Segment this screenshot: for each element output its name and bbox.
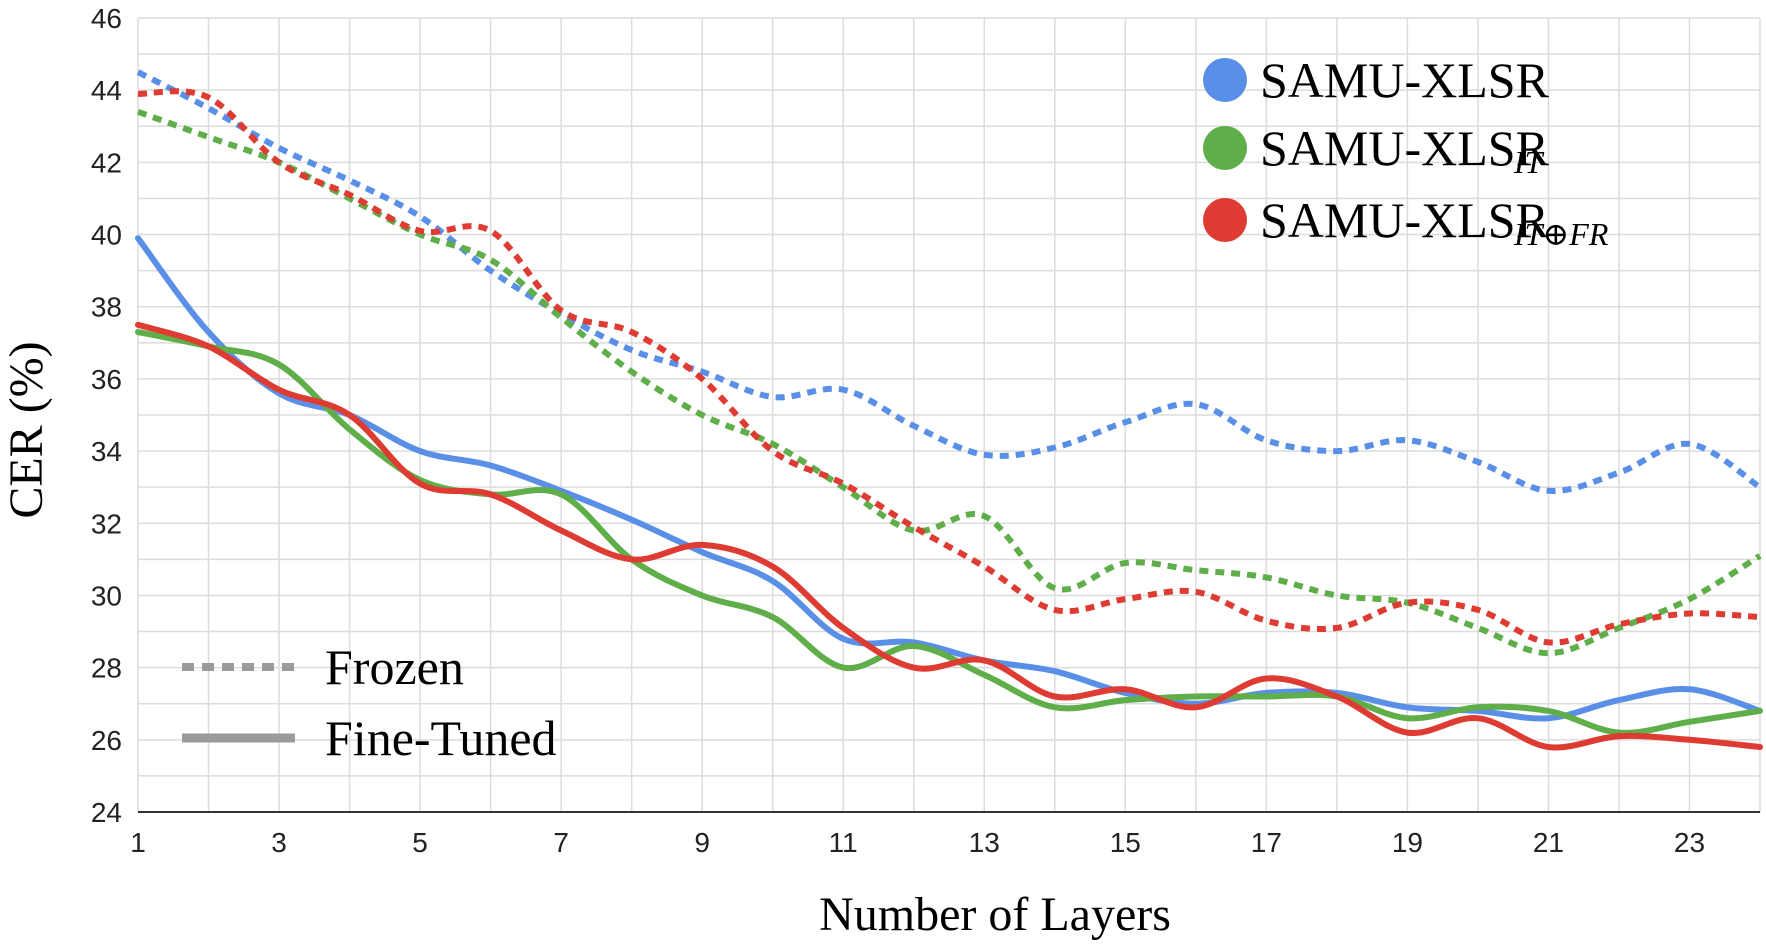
x-tick-label: 9 [694,827,710,858]
x-tick-label: 23 [1674,827,1705,858]
series-line-samu-xlsr-finetuned [135,235,1763,722]
x-tick-label: 7 [553,827,569,858]
series-group [135,69,1763,751]
x-tick-label: 11 [829,827,858,858]
legend-marker-samu-xlsr-it-fr [1203,198,1247,242]
y-tick-label: 46 [91,3,122,34]
series-line-samu-xlsr-it-fr-finetuned [135,321,1763,751]
y-tick-label: 30 [91,580,122,611]
axes: 1 3 5 7 9 11 13 15 17 19 21 23242628303234363840424… [91,3,1760,858]
y-tick-label: 26 [91,725,122,756]
x-tick-label: 21 [1533,827,1564,858]
y-axis-title: CER (%) [0,341,53,518]
x-tick-label: 17 [1251,827,1282,858]
x-tick-label: 13 [969,827,1000,858]
legend-label-samu-xlsr-it-fr: SAMU-XLSR [1260,192,1550,248]
x-tick-label: 15 [1110,827,1141,858]
legend-models: SAMU-XLSR SAMU-XLSR IT SAMU-XLSR IT⊕FR [1203,52,1609,252]
legend-label-samu-xlsr-it: SAMU-XLSR [1260,120,1550,176]
legend-subscript-it-fr: IT⊕FR [1513,216,1609,252]
legend-frozen-label: Frozen [325,639,464,695]
legend-marker-samu-xlsr [1203,58,1247,102]
x-axis-title: Number of Layers [819,888,1171,941]
x-tick-label: 3 [271,827,287,858]
x-tick-label: 5 [412,827,428,858]
y-tick-label: 24 [91,797,122,828]
y-tick-label: 28 [91,653,122,684]
y-tick-label: 44 [91,75,122,106]
series-line-samu-xlsr-frozen [136,69,1762,494]
legend-subscript-it: IT [1513,144,1545,180]
legend-marker-samu-xlsr-it [1203,126,1247,170]
series-line-samu-xlsr-it-fr-frozen [137,88,1761,646]
y-tick-label: 42 [91,147,122,178]
series-line-samu-xlsr-it-frozen [136,108,1762,657]
y-tick-label: 34 [91,436,122,467]
y-tick-label: 40 [91,220,122,251]
x-tick-label: 1 [130,827,146,858]
legend-styles: Frozen Fine-Tuned [182,639,557,766]
x-tick-label: 19 [1392,827,1423,858]
y-tick-label: 32 [91,508,122,539]
legend-label-samu-xlsr: SAMU-XLSR [1260,52,1550,108]
legend-finetuned-label: Fine-Tuned [325,710,557,766]
y-tick-label: 38 [91,292,122,323]
y-tick-label: 36 [91,364,122,395]
